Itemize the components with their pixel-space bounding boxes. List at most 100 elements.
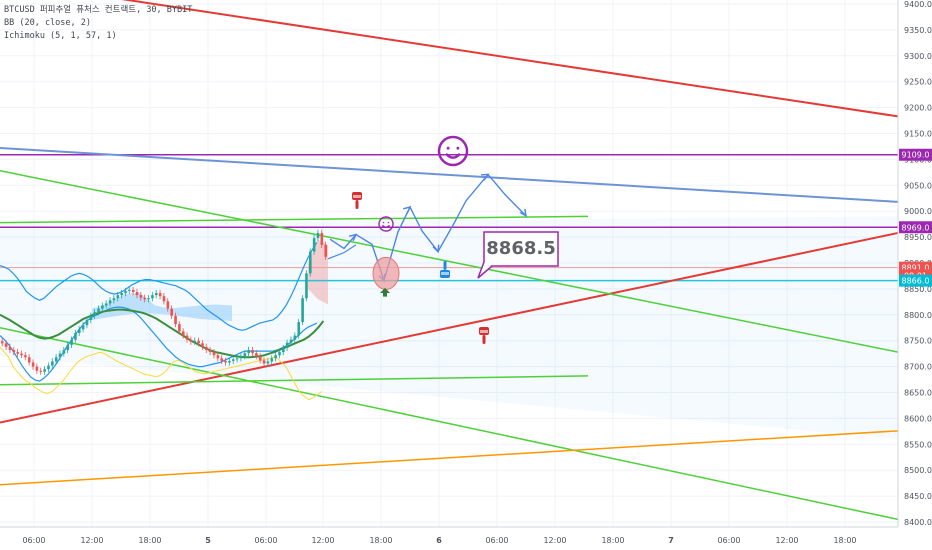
arrowhead xyxy=(432,244,440,254)
cloud-area-red xyxy=(308,239,328,305)
candle-body xyxy=(174,315,177,325)
candle-body xyxy=(170,308,173,316)
candle-body xyxy=(274,355,277,359)
bb-lower-line xyxy=(0,306,318,382)
candle-body xyxy=(54,357,58,362)
candle-body xyxy=(197,340,200,344)
price-tick-label: 9000.0 xyxy=(904,207,932,216)
candle-body xyxy=(66,344,70,351)
price-tick-label: 8450.0 xyxy=(904,492,932,501)
candle-body xyxy=(324,244,327,257)
candle-body xyxy=(266,361,270,364)
candle-body xyxy=(147,298,150,300)
candle-body xyxy=(74,332,77,340)
legend-ichimoku[interactable]: Ichimoku (5, 1, 57, 1) xyxy=(4,31,117,41)
time-axis[interactable] xyxy=(0,527,898,550)
price-pill-label: 9109.0 xyxy=(902,151,930,160)
candle-body xyxy=(43,369,46,372)
candle-body xyxy=(4,343,8,347)
candle-body xyxy=(155,293,158,296)
candle-body xyxy=(220,358,224,361)
annotations[interactable]: 8868.5 xyxy=(477,231,559,279)
grid xyxy=(0,0,898,527)
candle-body xyxy=(97,308,100,313)
candle-body xyxy=(12,350,16,353)
bb-basis-line xyxy=(0,308,325,359)
candle-body xyxy=(178,324,181,332)
trend-line xyxy=(0,147,899,203)
pointer-down-red-icon-cuff xyxy=(353,195,361,198)
candle-body xyxy=(101,305,104,309)
price-tick-label: 9350.0 xyxy=(904,26,932,35)
candles xyxy=(1,229,327,375)
price-tick-label: 8800.0 xyxy=(904,311,932,320)
candle-body xyxy=(185,335,189,340)
drawings[interactable] xyxy=(327,135,527,344)
price-annotation-pointer xyxy=(477,261,493,279)
smiley-small-icon-eye xyxy=(382,221,385,224)
candle-body xyxy=(289,339,293,343)
candle-body xyxy=(135,292,139,296)
price-pill xyxy=(899,148,932,161)
price-annotation-text: 8868.5 xyxy=(486,238,555,259)
candle-body xyxy=(162,296,166,302)
legend-symbol[interactable]: BTCUSD 퍼피추얼 퓨처스 컨트랙트, 30, BYBIT xyxy=(4,5,193,15)
horizontal-lines[interactable] xyxy=(0,153,898,282)
time-tick-label: 06:00 xyxy=(22,536,45,545)
trend-lines[interactable] xyxy=(0,0,899,521)
pointer-down-red-icon-2-cuff xyxy=(480,330,488,333)
candle-body xyxy=(151,295,154,299)
time-tick-label: 06:00 xyxy=(254,536,277,545)
time-tick-label: 5 xyxy=(205,536,211,545)
candle-body xyxy=(232,359,235,361)
smiley-large-icon-eye xyxy=(456,146,460,150)
candle-body xyxy=(201,343,204,347)
time-tick-label: 18:00 xyxy=(601,536,624,545)
candle-body xyxy=(205,346,208,351)
candle-body xyxy=(305,273,308,299)
smiley-small-icon-mouth xyxy=(381,224,391,229)
candle-body xyxy=(1,341,4,344)
price-tick-label: 8600.0 xyxy=(904,414,932,423)
price-pill xyxy=(899,221,932,234)
trend-line xyxy=(0,231,899,424)
candle-body xyxy=(51,361,54,366)
candle-body xyxy=(24,355,27,358)
price-tick-label: 8500.0 xyxy=(904,466,932,475)
pointer-down-red-icon-2 xyxy=(479,327,489,344)
candle-body xyxy=(81,325,85,330)
arrowhead xyxy=(480,173,490,181)
time-tick-label: 12:00 xyxy=(775,536,798,545)
trend-line xyxy=(0,430,899,486)
smiley-large-icon-eye xyxy=(446,146,450,150)
candle-body xyxy=(293,335,297,340)
price-tick-label: 9400.0 xyxy=(904,0,932,9)
candle-body xyxy=(212,352,216,356)
time-tick-label: 12:00 xyxy=(543,536,566,545)
candle-body xyxy=(216,355,220,359)
candle-body xyxy=(89,315,93,320)
candle-body xyxy=(139,295,143,298)
arrowhead xyxy=(403,206,412,214)
candle-body xyxy=(262,360,266,364)
price-tick-label: 8750.0 xyxy=(904,337,932,346)
trend-line xyxy=(0,375,589,386)
time-tick-label: 6 xyxy=(436,536,442,545)
candle-body xyxy=(166,301,170,309)
candle-body xyxy=(108,300,112,304)
smiley-small-icon-eye xyxy=(387,221,390,224)
candle-body xyxy=(39,370,43,372)
candle-body xyxy=(70,339,73,345)
price-tick-label: 9200.0 xyxy=(904,104,932,113)
candle-body xyxy=(258,356,262,361)
time-tick-label: 06:00 xyxy=(485,536,508,545)
candle-body xyxy=(239,356,243,359)
ichimoku-cloud xyxy=(92,239,328,322)
legend-bb[interactable]: BB (20, close, 2) xyxy=(4,18,91,28)
price-tick-label: 9050.0 xyxy=(904,181,932,190)
candle-body xyxy=(181,331,185,336)
smiley-small-icon xyxy=(378,216,394,232)
candle-body xyxy=(316,232,320,239)
price-tick-label: 8850.0 xyxy=(904,285,932,294)
